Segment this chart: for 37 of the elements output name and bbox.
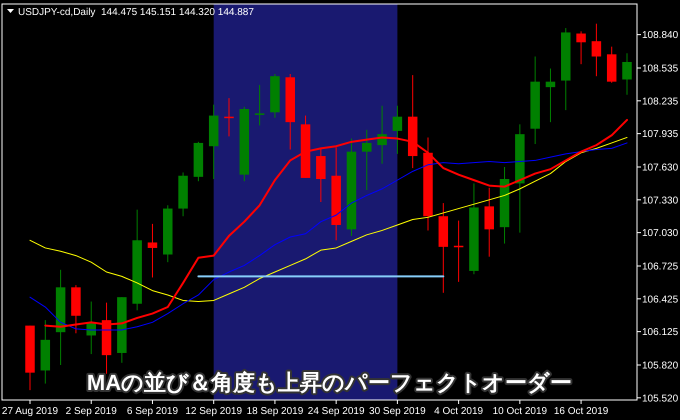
candlestick [454, 220, 464, 282]
y-tick-label: 108.535 [642, 63, 679, 74]
y-tick-label: 107.935 [642, 129, 679, 140]
y-tick-label: 106.725 [642, 261, 679, 272]
candlestick [546, 68, 556, 123]
line-series [30, 136, 628, 302]
x-tick-label: 16 Oct 2019 [554, 406, 609, 417]
x-tick-label: 30 Sep 2019 [369, 406, 426, 417]
x-tick-label: 24 Sep 2019 [308, 406, 365, 417]
candlestick [392, 105, 402, 154]
x-tick-label: 12 Sep 2019 [185, 406, 242, 417]
y-tick-label: 105.520 [642, 393, 679, 404]
candlestick [484, 187, 494, 258]
y-tick-label: 108.840 [642, 30, 679, 42]
x-tick-label: 27 Aug 2019 [2, 406, 59, 417]
y-tick-label: 107.030 [642, 228, 679, 240]
x-tick-label: 2 Sep 2019 [66, 406, 118, 417]
y-tick-label: 108.235 [642, 96, 679, 108]
x-tick-label: 10 Oct 2019 [492, 406, 548, 417]
candlestick [362, 129, 372, 190]
chart-title: USDJPY-cd,Daily 144.475 145.151 144.320 144.887 [18, 7, 254, 18]
candlestick [622, 52, 632, 96]
candlestick [148, 223, 158, 278]
candlestick [576, 30, 586, 65]
y-tick-label: 106.125 [642, 327, 679, 338]
y-tick-label: 105.820 [642, 360, 679, 372]
y-tick-label: 107.330 [642, 195, 679, 206]
candlestick [254, 84, 264, 126]
x-tick-label: 18 Sep 2019 [246, 406, 304, 417]
y-tick-label: 107.630 [642, 162, 679, 174]
candlestick [592, 23, 602, 77]
y-tick-label: 106.425 [642, 294, 679, 306]
x-tick-label: 6 Sep 2019 [126, 406, 178, 417]
x-tick-label: 4 Oct 2019 [434, 406, 484, 417]
candlestick [224, 98, 234, 137]
candlestick [316, 148, 326, 202]
annotation: MAの並び＆角度も上昇のパーフェクトオーダー [86, 370, 572, 395]
